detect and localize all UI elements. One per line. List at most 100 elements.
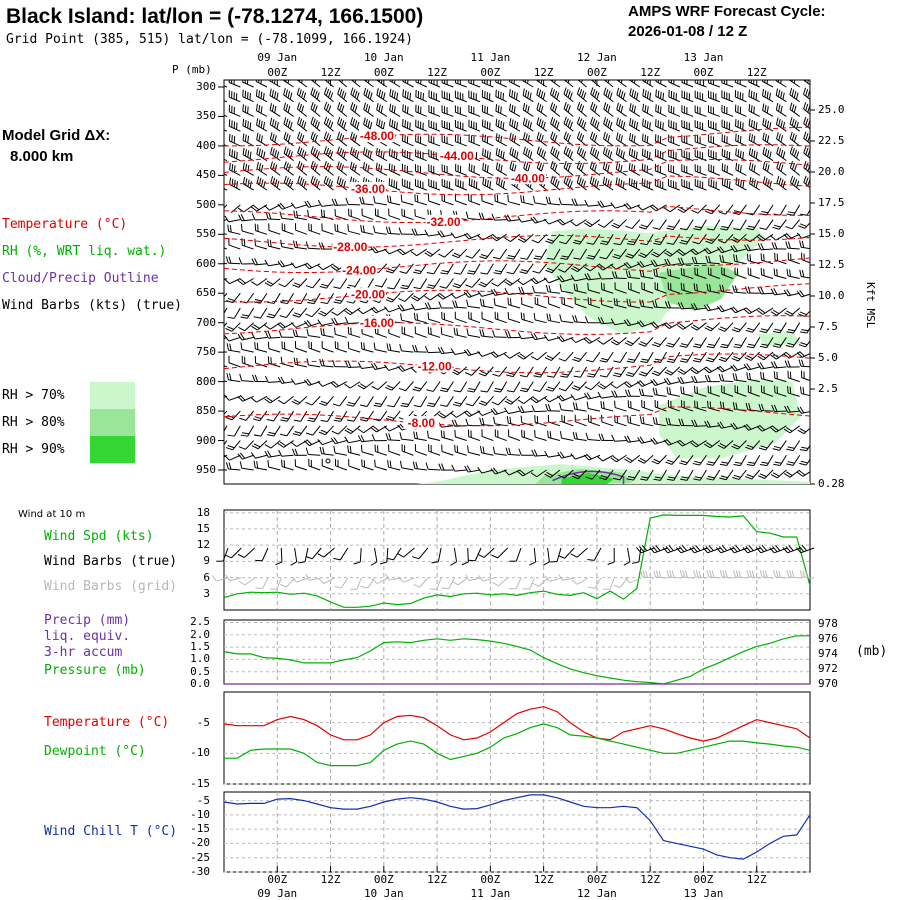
rh80-region: [659, 263, 739, 311]
upper-air-barb-feather: [707, 461, 715, 464]
upper-air-barb-feather: [536, 102, 540, 110]
upper-air-barb-feather: [507, 194, 509, 202]
upper-air-barb-feather: [677, 302, 682, 310]
upper-air-barb: [313, 410, 321, 422]
upper-air-barb-feather: [316, 180, 320, 188]
upper-air-barb: [366, 278, 374, 290]
upper-air-barb: [735, 307, 747, 314]
upper-air-barb-feather: [557, 336, 563, 342]
upper-air-barb-feather: [511, 119, 514, 127]
upper-air-barb: [308, 465, 321, 471]
upper-air-barb: [793, 204, 801, 216]
upper-air-barb-feather: [336, 146, 340, 154]
upper-air-barb: [389, 154, 401, 162]
surface-wind-barb-grid-feather: [658, 570, 662, 578]
upper-air-barb: [405, 381, 414, 392]
upper-air-barb-feather: [563, 175, 567, 183]
upper-air-barb-feather: [543, 396, 550, 403]
upper-air-barb-feather: [340, 179, 344, 187]
upper-air-barb: [615, 168, 627, 176]
upper-air-barb-feather: [363, 102, 367, 110]
upper-air-barb-feather: [344, 360, 349, 368]
upper-air-barb-feather: [679, 439, 686, 446]
upper-air-barb: [389, 169, 401, 176]
upper-air-barb: [228, 82, 241, 88]
upper-air-barb-feather: [508, 255, 516, 258]
upper-air-barb: [468, 436, 481, 442]
upper-air-barb: [507, 453, 521, 456]
upper-air-barb: [633, 351, 641, 363]
upper-air-barb: [747, 248, 760, 252]
upper-air-barb-feather: [641, 388, 645, 396]
upper-air-barb-feather: [265, 212, 269, 220]
upper-air-barb: [712, 454, 721, 466]
upper-air-barb: [374, 232, 387, 235]
upper-air-barb-feather: [492, 330, 496, 337]
cloud-outline: [552, 470, 625, 484]
upper-air-barb-feather: [276, 151, 280, 159]
upper-air-barb: [694, 425, 707, 427]
upper-air-barb-feather: [480, 390, 488, 393]
upper-air-barb: [322, 347, 334, 353]
upper-air-barb-feather: [402, 80, 404, 82]
wind-barbs-grid-label: Wind Barbs (grid): [44, 579, 178, 594]
upper-air-barb-feather: [338, 162, 342, 170]
upper-air-barb: [455, 318, 467, 324]
upper-air-barb: [415, 111, 427, 117]
upper-air-barb-feather: [635, 122, 639, 130]
upper-air-barb-feather: [380, 165, 383, 173]
surface-wind-barb-grid: [469, 577, 482, 582]
upper-air-barb-feather: [797, 407, 802, 414]
upper-air-barb-feather: [424, 252, 431, 257]
upper-air-barb: [402, 185, 414, 191]
upper-air-barb-feather: [414, 269, 422, 273]
upper-air-barb-feather: [739, 150, 742, 158]
height-tick-label: 2.5: [818, 382, 838, 395]
upper-air-barb-feather: [375, 284, 383, 288]
upper-air-barb-feather: [584, 266, 591, 272]
upper-air-barb: [496, 183, 507, 191]
upper-air-barb-feather: [224, 278, 230, 285]
upper-air-barb-feather: [386, 385, 394, 389]
wind-chill-tick-label: -15: [190, 822, 210, 836]
upper-air-barb: [521, 303, 534, 309]
upper-air-barb-feather: [276, 92, 279, 100]
upper-air-barb: [270, 153, 281, 162]
upper-air-barb: [536, 80, 547, 88]
upper-air-barb-feather: [605, 80, 607, 82]
upper-air-barb: [245, 440, 255, 450]
upper-air-barb-feather: [294, 431, 302, 434]
upper-air-barb-feather: [513, 91, 516, 99]
upper-air-barb-feather: [387, 287, 395, 290]
upper-air-barb-feather: [545, 388, 553, 392]
top-day-label: 11 Jan: [470, 51, 511, 64]
surface-wind-barb-true-feather: [491, 554, 498, 559]
grid-spacing-label: Model Grid ΔX:: [2, 127, 111, 144]
upper-air-barb-feather: [556, 180, 560, 188]
upper-air-barb-feather: [764, 80, 766, 83]
upper-air-barb: [601, 204, 614, 208]
upper-air-barb-feather: [679, 249, 686, 255]
upper-air-barb: [496, 233, 507, 242]
upper-air-barb-feather: [327, 90, 332, 98]
upper-air-barb: [603, 337, 614, 345]
upper-air-barb: [667, 393, 680, 397]
upper-air-barb: [801, 377, 810, 382]
upper-air-barb: [633, 234, 641, 245]
upper-air-barb: [601, 289, 614, 294]
upper-air-barb-feather: [310, 160, 314, 168]
upper-air-barb-feather: [641, 133, 644, 141]
upper-air-barb-feather: [578, 177, 582, 185]
upper-air-barb-feather: [285, 89, 288, 97]
upper-air-barb-feather: [789, 269, 792, 277]
upper-air-barb: [441, 111, 454, 117]
upper-air-barb-feather: [757, 355, 765, 361]
surface-wind-barb-grid: [682, 576, 695, 579]
upper-air-barb: [725, 204, 734, 215]
surface-wind-barb-true: [774, 547, 788, 554]
upper-air-barb-feather: [791, 148, 795, 155]
upper-air-barb-feather: [786, 405, 791, 413]
upper-air-barb-feather: [798, 313, 805, 318]
upper-air-barb-feather: [252, 374, 256, 382]
upper-air-barb: [295, 217, 307, 221]
